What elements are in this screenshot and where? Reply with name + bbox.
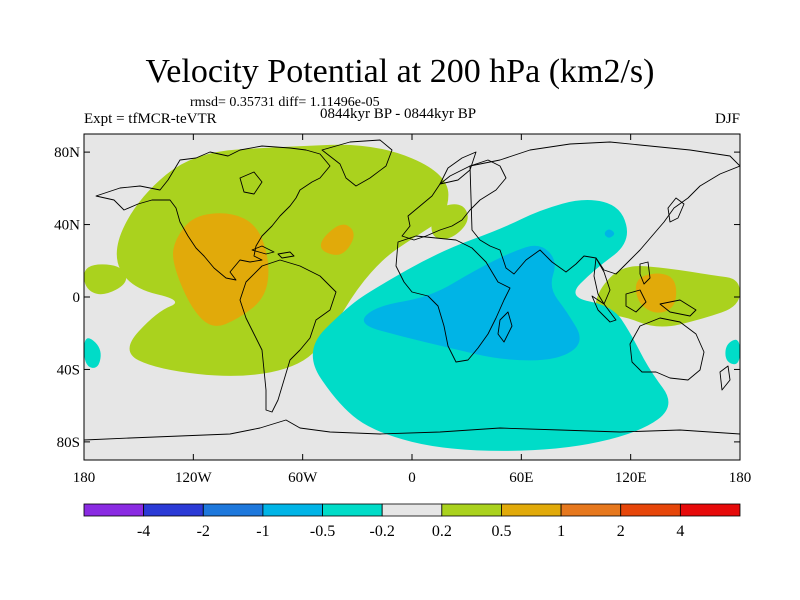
- colorbar-label: -1: [256, 523, 269, 540]
- colorbar-label: 0.2: [432, 523, 452, 540]
- colorbar-swatch: [202, 503, 264, 517]
- contour-region-3: [431, 204, 468, 239]
- coastline-cuba: [251, 245, 275, 255]
- coastline-new-guinea: [659, 299, 697, 317]
- colorbar-swatch: [679, 503, 741, 517]
- x-tick-label: 120W: [175, 470, 213, 486]
- colorbar-label: 1: [557, 523, 565, 540]
- experiment-label: Expt = tfMCR-teVTR: [84, 111, 217, 127]
- y-tick-label: 80S: [57, 435, 80, 451]
- colorbar-swatch: [441, 503, 502, 517]
- coastline-antarctica: [84, 419, 740, 441]
- colorbar-swatch: [143, 503, 204, 517]
- y-tick-label: 0: [73, 290, 81, 306]
- y-tick-label: 40N: [54, 218, 80, 234]
- stats-label: rmsd= 0.35731 diff= 1.11496e-05: [190, 95, 380, 110]
- y-tick-label: 40S: [57, 362, 80, 378]
- colorbar-label: -0.5: [310, 523, 335, 540]
- contour-region-10: [363, 245, 580, 361]
- coastline-asia: [469, 141, 740, 275]
- coastline-scandinavia: [439, 151, 477, 185]
- season-label: DJF: [714, 111, 740, 127]
- contour-region-11: [604, 229, 615, 238]
- colorbar-label: 4: [676, 523, 684, 540]
- contour-region-1: [84, 264, 127, 295]
- x-tick-label: 60W: [288, 470, 318, 486]
- coastline-africa: [395, 235, 511, 363]
- coastline-hispaniola: [277, 251, 295, 259]
- x-tick-label: 0: [408, 470, 416, 486]
- coastline-greenland: [321, 139, 393, 187]
- coastline-hudson-bay: [239, 171, 263, 195]
- coastline-sumatra: [591, 295, 617, 323]
- colorbar-swatch: [322, 503, 383, 517]
- contour-region-8: [84, 338, 101, 368]
- x-tick-label: 60E: [509, 470, 533, 486]
- colorbar-label: -4: [137, 523, 150, 540]
- contour-region-5: [320, 224, 354, 255]
- x-tick-label: 180: [73, 470, 96, 486]
- coastline-south-america: [239, 259, 337, 413]
- x-tick-label: 120E: [615, 470, 647, 486]
- contour-region-9: [725, 339, 740, 365]
- coastline-borneo: [625, 289, 647, 313]
- colorbar-swatch: [262, 503, 323, 517]
- colorbar-swatch: [83, 503, 145, 517]
- coastline-north-america: [95, 145, 331, 281]
- coastline-philippines: [639, 261, 651, 285]
- period-label: 0844kyr BP - 0844kyr BP: [320, 106, 477, 122]
- colorbar-swatch: [381, 503, 443, 517]
- chart-title: Velocity Potential at 200 hPa (km2/s): [145, 53, 655, 90]
- x-tick-label: 180: [729, 470, 752, 486]
- coastline-madagascar: [497, 311, 513, 343]
- colorbar-swatch: [620, 503, 681, 517]
- coastline-new-zealand: [719, 365, 731, 391]
- coastline-australia: [629, 317, 705, 381]
- coastline-japan: [667, 197, 685, 223]
- colorbar-label: 2: [617, 523, 625, 540]
- colorbar-label: -2: [197, 523, 210, 540]
- colorbar-swatch: [560, 503, 622, 517]
- colorbar-swatch: [501, 503, 562, 517]
- y-tick-label: 80N: [54, 145, 80, 161]
- coastline-europe: [401, 159, 507, 241]
- contour-region-0: [116, 144, 449, 376]
- colorbar-label: -0.2: [370, 523, 395, 540]
- contour-region-4: [173, 213, 269, 326]
- colorbar-label: 0.5: [491, 523, 511, 540]
